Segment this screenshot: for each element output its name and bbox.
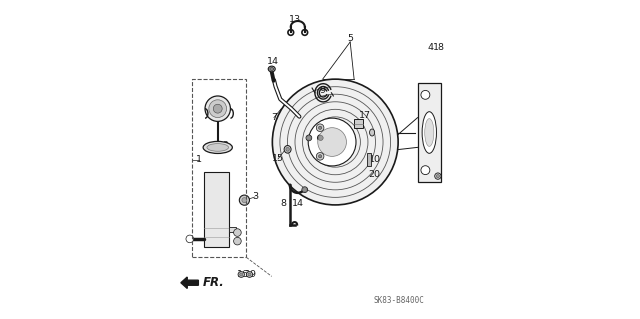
Text: 5: 5 xyxy=(347,34,353,43)
Bar xyxy=(355,120,363,128)
Circle shape xyxy=(205,96,230,122)
Ellipse shape xyxy=(284,145,291,153)
Ellipse shape xyxy=(436,174,440,178)
Text: FR.: FR. xyxy=(202,276,224,289)
Ellipse shape xyxy=(238,271,244,277)
Circle shape xyxy=(234,229,241,236)
Ellipse shape xyxy=(306,135,312,141)
Circle shape xyxy=(303,188,307,192)
Ellipse shape xyxy=(369,129,374,136)
Text: 7: 7 xyxy=(271,113,277,122)
Bar xyxy=(204,172,230,247)
Circle shape xyxy=(234,237,241,245)
Text: 12: 12 xyxy=(218,141,230,150)
Polygon shape xyxy=(181,277,198,288)
Text: 13: 13 xyxy=(289,15,301,24)
Circle shape xyxy=(318,128,346,156)
Text: 18: 18 xyxy=(433,43,445,52)
Ellipse shape xyxy=(425,119,434,146)
Ellipse shape xyxy=(248,273,251,276)
Ellipse shape xyxy=(246,271,253,277)
Ellipse shape xyxy=(239,195,250,205)
Text: 6: 6 xyxy=(326,134,333,143)
Circle shape xyxy=(213,104,222,113)
Ellipse shape xyxy=(207,144,228,151)
Circle shape xyxy=(308,118,356,166)
Circle shape xyxy=(421,166,430,174)
Text: 2: 2 xyxy=(355,119,360,129)
Text: 14: 14 xyxy=(292,199,305,208)
Ellipse shape xyxy=(286,147,289,151)
Circle shape xyxy=(421,90,430,99)
Text: 20: 20 xyxy=(369,170,381,179)
Circle shape xyxy=(273,79,398,205)
Text: 19: 19 xyxy=(244,270,257,279)
Text: 8: 8 xyxy=(280,199,287,208)
Ellipse shape xyxy=(268,66,275,72)
Text: 4: 4 xyxy=(428,43,433,52)
Ellipse shape xyxy=(239,273,243,276)
Circle shape xyxy=(209,100,227,118)
Text: 16: 16 xyxy=(237,270,249,279)
Text: 15: 15 xyxy=(272,154,284,163)
Bar xyxy=(230,227,236,232)
Ellipse shape xyxy=(203,141,232,153)
Circle shape xyxy=(319,155,322,158)
Text: SK83-B8400C: SK83-B8400C xyxy=(373,296,424,305)
Circle shape xyxy=(316,124,324,131)
Circle shape xyxy=(316,152,324,160)
Text: 10: 10 xyxy=(369,155,381,164)
Ellipse shape xyxy=(270,68,274,70)
Circle shape xyxy=(186,235,193,243)
Circle shape xyxy=(319,126,322,129)
Ellipse shape xyxy=(302,187,308,193)
Text: 1: 1 xyxy=(196,155,202,164)
Text: 14: 14 xyxy=(311,141,323,150)
Bar xyxy=(193,78,246,257)
Polygon shape xyxy=(417,83,441,182)
Circle shape xyxy=(318,135,323,140)
Text: 11: 11 xyxy=(218,103,230,112)
Ellipse shape xyxy=(435,173,441,179)
Ellipse shape xyxy=(317,135,324,141)
Text: 14: 14 xyxy=(267,57,279,66)
Ellipse shape xyxy=(242,197,247,203)
Text: 17: 17 xyxy=(358,111,371,120)
Bar xyxy=(367,153,371,167)
Ellipse shape xyxy=(422,112,436,153)
Text: 3: 3 xyxy=(252,192,258,202)
Text: 9: 9 xyxy=(319,86,326,95)
Circle shape xyxy=(307,136,311,140)
